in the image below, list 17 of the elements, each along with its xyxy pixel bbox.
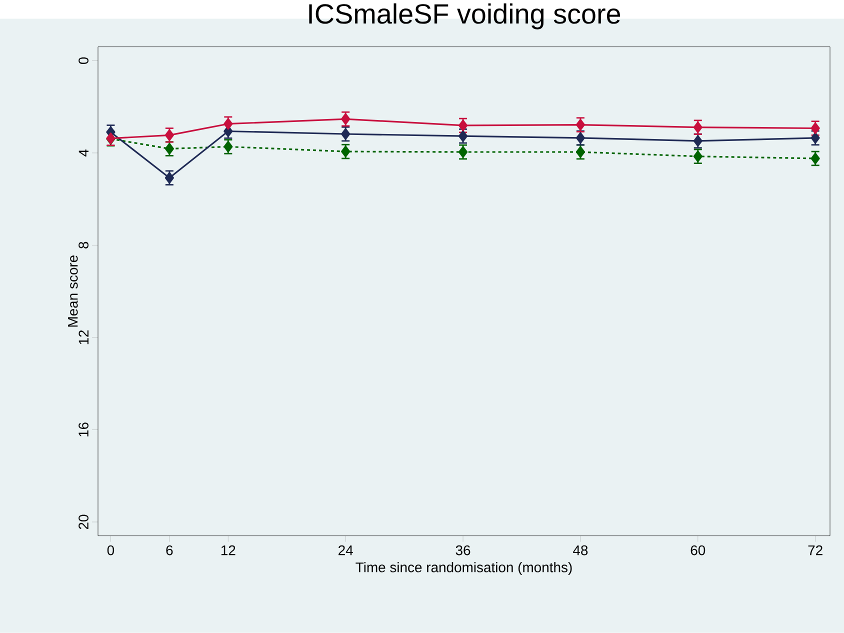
y-tick-label: 20 [78, 514, 88, 530]
x-tick-label: 6 [166, 545, 173, 556]
y-tick-label: 4 [78, 150, 88, 157]
x-tick-label: 24 [338, 545, 353, 556]
x-tick-label: 60 [690, 545, 706, 556]
x-tick-label: 12 [221, 545, 236, 556]
y-tick-label: 12 [78, 330, 88, 344]
y-tick-label: 0 [78, 57, 88, 64]
y-axis-title: Mean score [68, 256, 78, 327]
y-tick-label: 16 [78, 422, 88, 437]
x-tick-label: 36 [456, 545, 470, 556]
y-tick-label: 8 [78, 242, 88, 249]
x-tick-label: 72 [808, 545, 822, 556]
x-tick-label: 48 [573, 545, 588, 556]
chart-title: ICSmaleSF voiding score [309, 3, 620, 30]
x-tick-label: 0 [107, 545, 114, 556]
x-axis-title: Time since randomisation (months) [356, 562, 572, 576]
